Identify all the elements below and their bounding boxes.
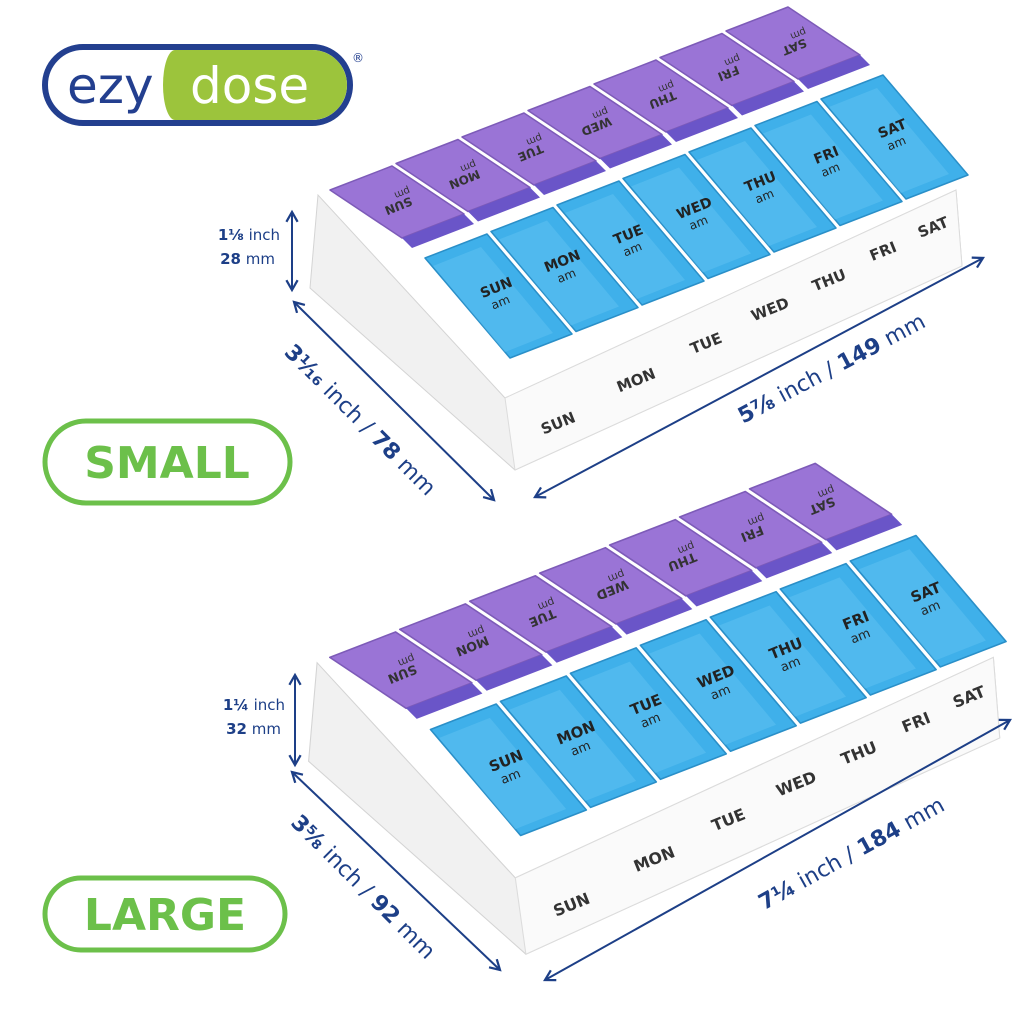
am-lid-am-label: am bbox=[918, 597, 942, 618]
am-lid-window bbox=[788, 577, 916, 689]
registered-mark: ® bbox=[352, 51, 364, 65]
lid-hinge bbox=[732, 81, 804, 116]
am-lid-am-label: am bbox=[687, 213, 710, 233]
lid-hinge bbox=[755, 542, 833, 579]
lid-hinge bbox=[546, 626, 623, 663]
pm-lid-pm-label: pm bbox=[396, 651, 416, 669]
ezy-dose-logo: ezy dose ® bbox=[42, 44, 364, 126]
small-height-dimension: 1⅛ inch 28 mm bbox=[218, 209, 299, 293]
svg-text:32 mm: 32 mm bbox=[226, 720, 281, 738]
am-lid-window bbox=[648, 633, 777, 745]
svg-text:SMALL: SMALL bbox=[84, 438, 250, 489]
am-lid-window bbox=[829, 88, 949, 193]
am-lid-am-label: am bbox=[753, 186, 776, 206]
am-lid-am-label: am bbox=[819, 160, 842, 180]
lid-hinge bbox=[600, 134, 672, 169]
pill-organizer-large: SUNMONTUEWEDTHUFRISATSATamSATpmFRIamFRIp… bbox=[308, 462, 1007, 955]
lid-hinge bbox=[468, 187, 540, 222]
lid-hinge bbox=[534, 161, 606, 195]
lid-hinge bbox=[666, 108, 738, 142]
am-lid-window bbox=[631, 167, 751, 273]
am-lid-window bbox=[858, 549, 986, 661]
lid-hinge bbox=[406, 682, 483, 719]
pm-lid-tue[interactable] bbox=[468, 574, 613, 653]
pm-lid-pm-label: pm bbox=[606, 567, 626, 585]
svg-text:1¼ inch: 1¼ inch bbox=[223, 696, 285, 714]
svg-text:1⅛ inch: 1⅛ inch bbox=[218, 226, 280, 244]
am-lid-window bbox=[438, 717, 567, 830]
am-lid-am-label: am bbox=[498, 765, 522, 786]
svg-text:28 mm: 28 mm bbox=[220, 250, 275, 268]
pm-lid-sun[interactable] bbox=[329, 631, 473, 710]
lid-hinge bbox=[476, 654, 553, 691]
am-lid-am-label: am bbox=[848, 625, 872, 646]
pill-organizer-small: SUNMONTUEWEDTHUFRISATSATamSATpmFRIamFRIp… bbox=[309, 6, 969, 471]
svg-text:LARGE: LARGE bbox=[84, 890, 246, 941]
lid-hinge bbox=[825, 514, 903, 551]
pm-lid-pm-label: pm bbox=[466, 623, 486, 641]
pm-lid-pm-label: pm bbox=[746, 511, 766, 529]
lid-hinge bbox=[685, 570, 763, 607]
am-lid-am-label: am bbox=[621, 239, 644, 259]
pm-lid-pm-label: pm bbox=[536, 595, 556, 613]
small-size-badge: SMALL bbox=[42, 418, 293, 506]
am-lid-window bbox=[697, 141, 817, 246]
large-size-badge: LARGE bbox=[42, 875, 288, 953]
am-lid-am-label: am bbox=[885, 133, 908, 153]
am-lid-window bbox=[718, 605, 847, 717]
lid-hinge bbox=[798, 55, 870, 89]
lid-hinge bbox=[615, 598, 693, 635]
lid-hinge bbox=[402, 214, 474, 248]
am-lid-window bbox=[763, 114, 883, 220]
am-lid-am-label: am bbox=[778, 653, 802, 674]
am-lid-window bbox=[433, 247, 553, 352]
large-height-dimension: 1¼ inch 32 mm bbox=[223, 672, 302, 768]
pm-lid-pm-label: pm bbox=[676, 539, 696, 557]
logo-ezy: ezy bbox=[67, 57, 154, 115]
pm-lid-thu[interactable] bbox=[608, 518, 753, 597]
logo-dose: dose bbox=[190, 57, 309, 115]
am-lid-am-label: am bbox=[708, 681, 732, 702]
